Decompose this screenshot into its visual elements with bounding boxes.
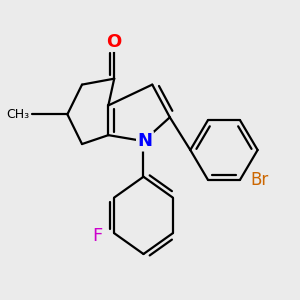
Text: O: O	[106, 32, 122, 50]
Text: F: F	[92, 227, 103, 245]
Text: N: N	[137, 132, 152, 150]
Text: CH₃: CH₃	[6, 108, 29, 121]
Text: Br: Br	[250, 171, 268, 189]
